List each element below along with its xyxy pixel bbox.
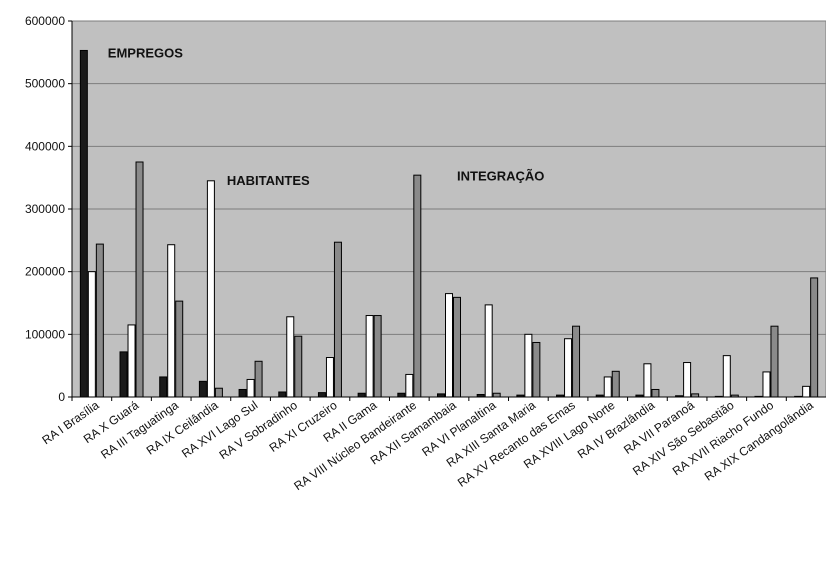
bar-integracao [651,388,660,398]
bar-habitantes [405,373,414,398]
bar-integracao [453,296,461,398]
bar-integracao [810,277,819,398]
bar-habitantes [484,304,493,398]
bar-integracao [294,335,303,398]
bar-integracao [95,243,104,398]
bar-empregos [397,392,406,398]
bar-integracao [770,325,779,398]
bar-integracao [175,300,184,398]
bar-empregos [79,49,88,398]
bar-empregos [119,351,128,398]
bar-empregos [317,392,326,398]
y-tick-label: 500000 [25,77,65,91]
y-tick-label: 600000 [25,14,65,28]
bar-empregos [159,376,168,398]
bar-habitantes [206,180,215,398]
y-tick-label: 100000 [25,327,65,341]
bar-integracao [572,325,581,398]
y-tick-label: 200000 [25,265,65,279]
annotations: EMPREGOS HABITANTES INTEGRAÇÃO [108,46,545,188]
bar-habitantes [365,315,374,398]
bar-integracao [492,392,501,398]
bar-habitantes [87,271,96,398]
bar-integracao [135,161,144,398]
bar-habitantes [802,385,811,398]
bar-habitantes [643,363,652,398]
y-tick-label: 400000 [25,139,65,153]
bar-habitantes [127,324,136,398]
annotation-label: EMPREGOS [108,46,183,61]
bar-habitantes [325,357,334,398]
bar-habitantes [603,376,612,398]
y-axis-ticks: 0 100000 200000 300000 400000 500000 600000 [25,14,72,404]
bar-habitantes [167,244,176,398]
bar-empregos [357,392,366,398]
bar-integracao [214,387,223,398]
bar-empregos [278,391,287,398]
bar-empregos [238,388,247,398]
bar-integracao [532,341,541,398]
bar-integracao [373,315,382,398]
bar-empregos [198,380,207,398]
x-category-label: RA XI Cruzeiro [267,398,340,455]
annotation-label: INTEGRAÇÃO [457,168,544,183]
bar-habitantes [683,362,692,398]
y-tick-label: 300000 [25,202,65,216]
bar-habitantes [445,293,453,398]
bar-habitantes [246,378,255,398]
bar-integracao [254,360,263,398]
bar-habitantes [524,333,533,398]
bar-integracao [333,241,342,398]
y-tick-label: 0 [58,390,65,404]
bar-integracao [413,174,422,398]
bar-habitantes [762,371,771,398]
bar-habitantes [722,355,731,398]
bar-integracao [611,370,620,398]
bar-habitantes [564,338,573,398]
bar-habitantes [286,316,295,398]
annotation-label: HABITANTES [227,173,310,188]
